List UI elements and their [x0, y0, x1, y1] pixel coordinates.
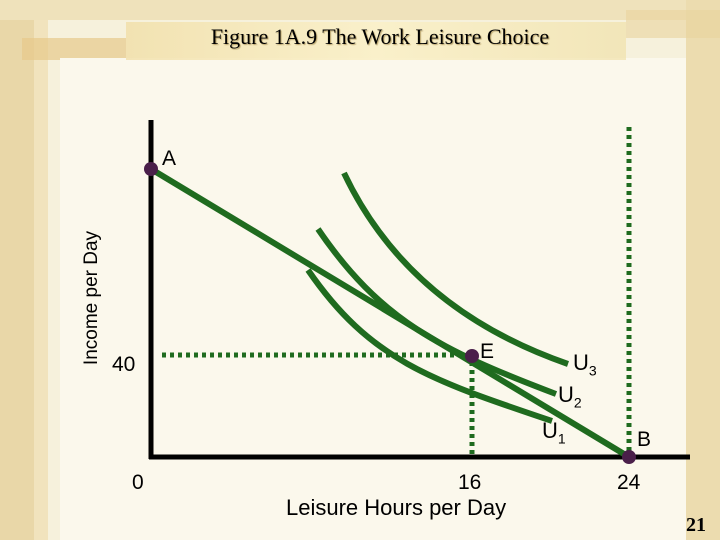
y-axis-label: Income per Day — [81, 230, 102, 366]
indifference-curve-u1 — [305, 268, 553, 424]
y-tick-40: 40 — [112, 353, 136, 376]
curve-u1-label: U1 — [542, 418, 566, 446]
point-e-label: E — [480, 340, 495, 363]
point-a-label: A — [162, 147, 177, 170]
x-tick-24: 24 — [617, 471, 641, 494]
curve-u2-label: U2 — [558, 382, 582, 410]
indifference-curve-u3 — [341, 171, 569, 367]
curve-u3-index: 3 — [588, 362, 597, 379]
curve-u2-index: 2 — [573, 394, 582, 411]
figure-title: Figure 1A.9 The Work Leisure Choice — [210, 24, 550, 49]
x-axis-label: Leisure Hours per Day — [286, 495, 507, 520]
x-tick-0: 0 — [132, 471, 144, 494]
point-e-marker — [465, 349, 479, 363]
point-b-marker — [622, 450, 636, 464]
point-a-marker — [144, 162, 158, 176]
x-tick-16: 16 — [458, 471, 482, 494]
curve-u1-letter: U — [542, 418, 558, 443]
curve-u3-label: U3 — [573, 350, 597, 378]
indifference-curve-u2 — [315, 227, 558, 397]
curve-u1-index: 1 — [557, 430, 566, 447]
point-b-label: B — [637, 428, 652, 451]
slide-number: 21 — [686, 514, 706, 536]
curve-u2-letter: U — [558, 382, 574, 407]
title-bar — [126, 22, 626, 60]
curve-u3-letter: U — [573, 350, 589, 375]
